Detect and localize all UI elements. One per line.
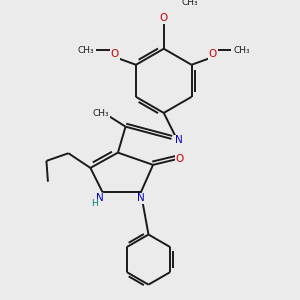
Text: O: O	[110, 49, 119, 59]
Text: N: N	[175, 135, 182, 146]
Text: H: H	[91, 200, 98, 208]
Text: CH₃: CH₃	[78, 46, 94, 55]
Text: O: O	[176, 154, 184, 164]
Text: N: N	[96, 194, 104, 203]
Text: CH₃: CH₃	[233, 46, 250, 55]
Text: N: N	[137, 194, 145, 203]
Text: O: O	[209, 49, 217, 59]
Text: CH₃: CH₃	[92, 109, 109, 118]
Text: O: O	[160, 13, 168, 23]
Text: CH₃: CH₃	[182, 0, 198, 8]
